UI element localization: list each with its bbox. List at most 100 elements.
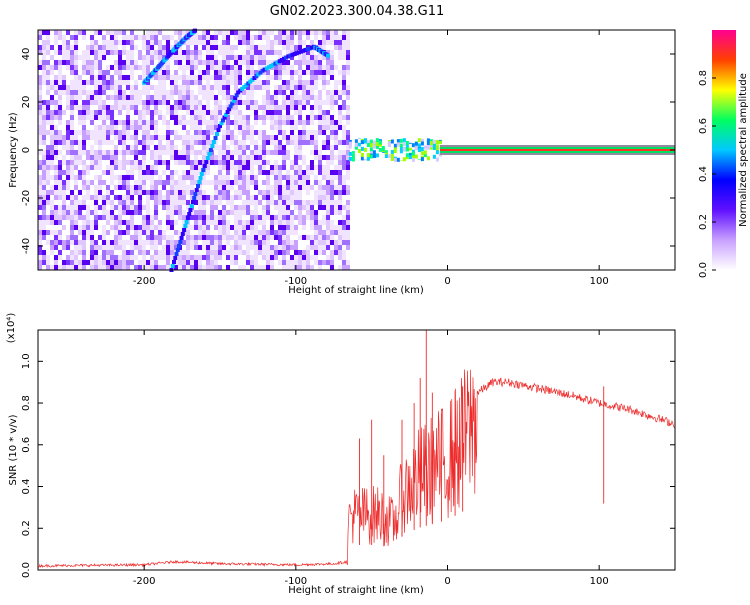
noise-cell (70, 80, 74, 85)
noise-cell (290, 75, 294, 80)
noise-cell (330, 55, 334, 60)
noise-cell (210, 155, 214, 160)
noise-cell (94, 190, 98, 195)
noise-cell (346, 260, 350, 265)
noise-cell (222, 35, 226, 40)
noise-cell (54, 155, 58, 160)
noise-cell (82, 195, 86, 200)
noise-cell (294, 185, 298, 190)
noise-cell (214, 65, 218, 70)
band-cell (360, 156, 364, 161)
noise-cell (194, 105, 198, 110)
noise-cell (146, 130, 150, 135)
noise-cell (262, 95, 266, 100)
noise-cell (262, 145, 266, 150)
noise-cell (286, 150, 290, 155)
noise-cell (242, 190, 246, 195)
noise-cell (210, 120, 214, 125)
noise-cell (58, 140, 62, 145)
noise-cell (182, 175, 186, 180)
noise-cell (326, 65, 330, 70)
noise-cell (126, 125, 130, 130)
y-tick-label: -40 (21, 238, 32, 254)
noise-cell (110, 95, 114, 100)
band-cell (348, 151, 352, 156)
noise-cell (58, 230, 62, 235)
noise-cell (318, 120, 322, 125)
noise-cell (186, 120, 190, 125)
noise-cell (278, 105, 282, 110)
noise-cell (206, 195, 210, 200)
noise-cell (110, 265, 114, 270)
noise-cell (170, 90, 174, 95)
noise-cell (54, 135, 58, 140)
noise-cell (286, 245, 290, 250)
noise-cell (218, 190, 222, 195)
noise-cell (326, 185, 330, 190)
noise-cell (78, 190, 82, 195)
noise-cell (266, 50, 270, 55)
noise-cell (342, 35, 346, 40)
noise-cell (226, 50, 230, 55)
noise-cell (290, 85, 294, 90)
noise-cell (274, 255, 278, 260)
noise-cell (282, 45, 286, 50)
noise-cell (206, 200, 210, 205)
noise-cell (262, 65, 266, 70)
noise-cell (90, 250, 94, 255)
noise-cell (70, 155, 74, 160)
noise-cell (102, 90, 106, 95)
noise-cell (226, 55, 230, 60)
noise-cell (126, 105, 130, 110)
noise-cell (94, 255, 98, 260)
noise-cell (222, 85, 226, 90)
noise-cell (158, 110, 162, 115)
noise-cell (242, 90, 246, 95)
band-cell (411, 151, 415, 156)
noise-cell (182, 160, 186, 165)
noise-cell (210, 45, 214, 50)
noise-cell (254, 210, 258, 215)
noise-cell (286, 120, 290, 125)
trace-a-cell (189, 204, 194, 208)
noise-cell (54, 150, 58, 155)
noise-cell (154, 250, 158, 255)
noise-cell (102, 130, 106, 135)
noise-cell (182, 135, 186, 140)
noise-cell (302, 255, 306, 260)
noise-cell (90, 235, 94, 240)
noise-cell (334, 30, 338, 35)
noise-cell (66, 160, 70, 165)
noise-cell (282, 205, 286, 210)
noise-cell (122, 155, 126, 160)
noise-cell (222, 160, 226, 165)
band-cell (372, 153, 376, 158)
noise-cell (254, 225, 258, 230)
noise-cell (94, 45, 98, 50)
noise-cell (306, 70, 310, 75)
noise-cell (166, 190, 170, 195)
noise-cell (278, 250, 282, 255)
noise-cell (174, 145, 178, 150)
noise-cell (54, 240, 58, 245)
noise-cell (230, 225, 234, 230)
noise-cell (318, 185, 322, 190)
noise-cell (294, 225, 298, 230)
colorbar-label: Normalized spectral amplitude (738, 73, 749, 227)
noise-cell (238, 145, 242, 150)
noise-cell (222, 150, 226, 155)
noise-cell (162, 65, 166, 70)
noise-cell (214, 75, 218, 80)
noise-cell (38, 150, 42, 155)
noise-cell (38, 45, 42, 50)
noise-cell (190, 40, 194, 45)
noise-cell (298, 165, 302, 170)
noise-cell (250, 235, 254, 240)
noise-cell (198, 40, 202, 45)
noise-cell (146, 55, 150, 60)
noise-cell (114, 50, 118, 55)
noise-cell (186, 60, 190, 65)
noise-cell (266, 115, 270, 120)
noise-cell (122, 50, 126, 55)
